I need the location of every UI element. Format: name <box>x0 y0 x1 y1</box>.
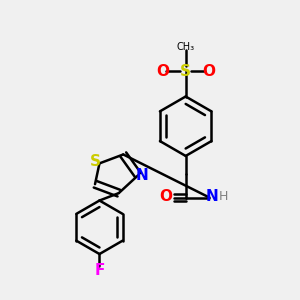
Text: S: S <box>89 154 100 169</box>
Text: F: F <box>94 263 105 278</box>
Text: CH₃: CH₃ <box>177 42 195 52</box>
Text: H: H <box>219 190 228 203</box>
Text: O: O <box>159 189 172 204</box>
Text: S: S <box>180 64 191 79</box>
Text: N: N <box>206 189 219 204</box>
Text: O: O <box>202 64 215 79</box>
Text: O: O <box>156 64 169 79</box>
Text: N: N <box>135 168 148 183</box>
